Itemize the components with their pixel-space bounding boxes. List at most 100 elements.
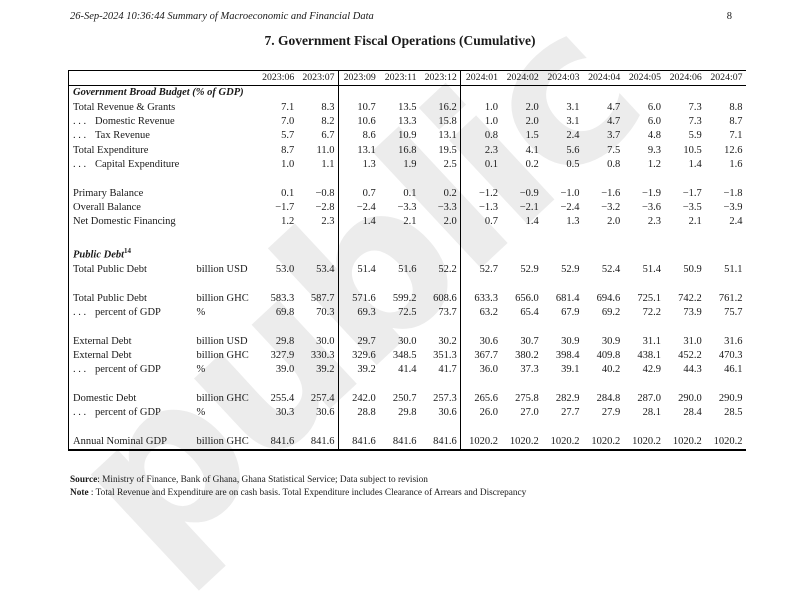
cell-value: 0.1 [403, 187, 417, 199]
cell-empty [338, 378, 379, 392]
header-summary-text: 26-Sep-2024 10:36:44 Summary of Macroeco… [70, 11, 374, 22]
cell-empty [664, 230, 705, 244]
cell-empty [623, 244, 664, 263]
cell-value: −1.2 [478, 187, 498, 199]
cell-value: 1.0 [281, 159, 295, 171]
cell-value: 608.6 [419, 291, 461, 306]
cell-value: 30.6 [297, 406, 339, 421]
cell-value: 27.9 [601, 407, 621, 419]
cell-value: −1.0 [560, 187, 580, 199]
cell-empty [705, 320, 746, 334]
cell-empty [257, 277, 298, 291]
cell-value: 30.6 [419, 406, 461, 421]
cell-empty [460, 320, 501, 334]
row-label: External Debt [73, 335, 132, 347]
cell-value: 30.9 [601, 335, 621, 347]
cell-empty [379, 277, 420, 291]
cell-value: 6.0 [647, 116, 661, 128]
cell-empty [419, 277, 461, 292]
cell-empty [338, 86, 379, 101]
cell-value: 380.2 [515, 350, 539, 362]
cell-value: −1.6 [601, 187, 621, 199]
cell-value: 1.0 [484, 116, 498, 128]
cell-empty [257, 378, 298, 392]
row-label: . . . Domestic Revenue [69, 115, 197, 129]
cell-value: 13.3 [398, 116, 417, 128]
table-row: . . . percent of GDP% 69.8 70.3 69.3 72.5 73.7… [69, 306, 746, 321]
cell-value: 29.8 [275, 335, 295, 347]
cell-value: −1.7 [275, 202, 295, 214]
row-label: . . . percent of GDP [69, 306, 197, 320]
cell-value: −2.1 [519, 202, 539, 214]
cell-value: 7.1 [729, 130, 743, 142]
cell-value: 27.7 [561, 407, 580, 419]
note-label: Note [70, 487, 89, 498]
cell-value: 841.6 [392, 436, 417, 448]
cell-empty [69, 378, 257, 392]
cell-empty [705, 378, 746, 392]
cell-value: 73.7 [419, 306, 461, 321]
table-row: . . . percent of GDP% 30.3 30.6 28.8 29.8 30.6… [69, 406, 746, 421]
cell-value: 255.4 [270, 393, 295, 405]
cell-value: 2.1 [688, 216, 702, 228]
cell-value: 8.6 [362, 130, 376, 142]
cell-value: 571.6 [352, 292, 376, 304]
cell-empty [501, 172, 542, 186]
table-row: Primary Balance 0.1 −0.8 0.7 0.1 0.2 −1.2 −0.9−… [69, 186, 746, 202]
row-unit [197, 215, 257, 229]
cell-value: 28.4 [683, 407, 702, 419]
row-label: . . . percent of GDP [69, 363, 197, 377]
cell-value: 30.0 [297, 334, 339, 350]
cell-value: 39.0 [275, 364, 295, 376]
cell-empty [297, 229, 339, 245]
cell-value: 470.3 [718, 350, 743, 362]
section-header-row: Public Debt14 [69, 244, 746, 263]
cell-value: −1.3 [478, 202, 498, 214]
cell-value: 30.6 [479, 335, 498, 347]
table-row: . . . Tax Revenue 5.7 6.7 8.6 10.9 13.1 0.8 1.5 2… [69, 129, 746, 144]
cell-empty [542, 378, 583, 392]
cell-empty [542, 320, 583, 334]
cell-empty [501, 277, 542, 291]
cell-value: 330.3 [297, 349, 339, 364]
cell-value: 10.5 [683, 144, 702, 156]
cell-empty [69, 230, 257, 244]
row-label: . . . Tax Revenue [69, 129, 197, 143]
row-unit: % [196, 307, 206, 318]
cell-value: 10.9 [398, 130, 417, 142]
cell-value: 1020.2 [550, 436, 580, 448]
cell-value: 8.7 [281, 144, 295, 156]
cell-value: 40.2 [601, 364, 621, 376]
cell-value: 11.0 [297, 143, 339, 159]
column-header: 2024:06 [664, 70, 705, 87]
cell-value: 287.0 [637, 393, 661, 405]
cell-empty [338, 421, 379, 435]
cell-empty [501, 320, 542, 334]
cell-empty [542, 230, 583, 244]
cell-value: −3.3 [397, 202, 417, 214]
cell-value: 1.3 [362, 159, 376, 171]
cell-empty [419, 244, 461, 263]
row-unit: billion GHC [196, 393, 249, 405]
cell-empty [664, 277, 705, 291]
cell-value: 42.9 [642, 364, 661, 376]
cell-empty [623, 86, 664, 101]
row-label-ellipsis: . . . [73, 407, 87, 419]
cell-empty [705, 172, 746, 186]
cell-value: 4.7 [607, 101, 621, 113]
source-text: : Ministry of Finance, Bank of Ghana, Gh… [97, 475, 428, 485]
cell-value: 0.7 [362, 187, 376, 199]
cell-value: 841.6 [297, 435, 339, 451]
cell-empty [379, 86, 420, 101]
cell-value: 0.8 [607, 159, 621, 171]
cell-value: 36.0 [479, 364, 498, 376]
cell-value: 367.7 [474, 350, 498, 362]
source-line: Source: Ministry of Finance, Bank of Gha… [70, 474, 760, 487]
cell-value: 0.1 [484, 159, 498, 171]
column-header: 2023:09 [338, 70, 379, 87]
cell-empty [460, 378, 501, 392]
note-text: : Total Revenue and Expenditure are on c… [88, 487, 527, 498]
cell-value: 0.2 [525, 159, 539, 171]
cell-empty [664, 421, 705, 435]
cell-value: 1020.2 [713, 436, 743, 448]
